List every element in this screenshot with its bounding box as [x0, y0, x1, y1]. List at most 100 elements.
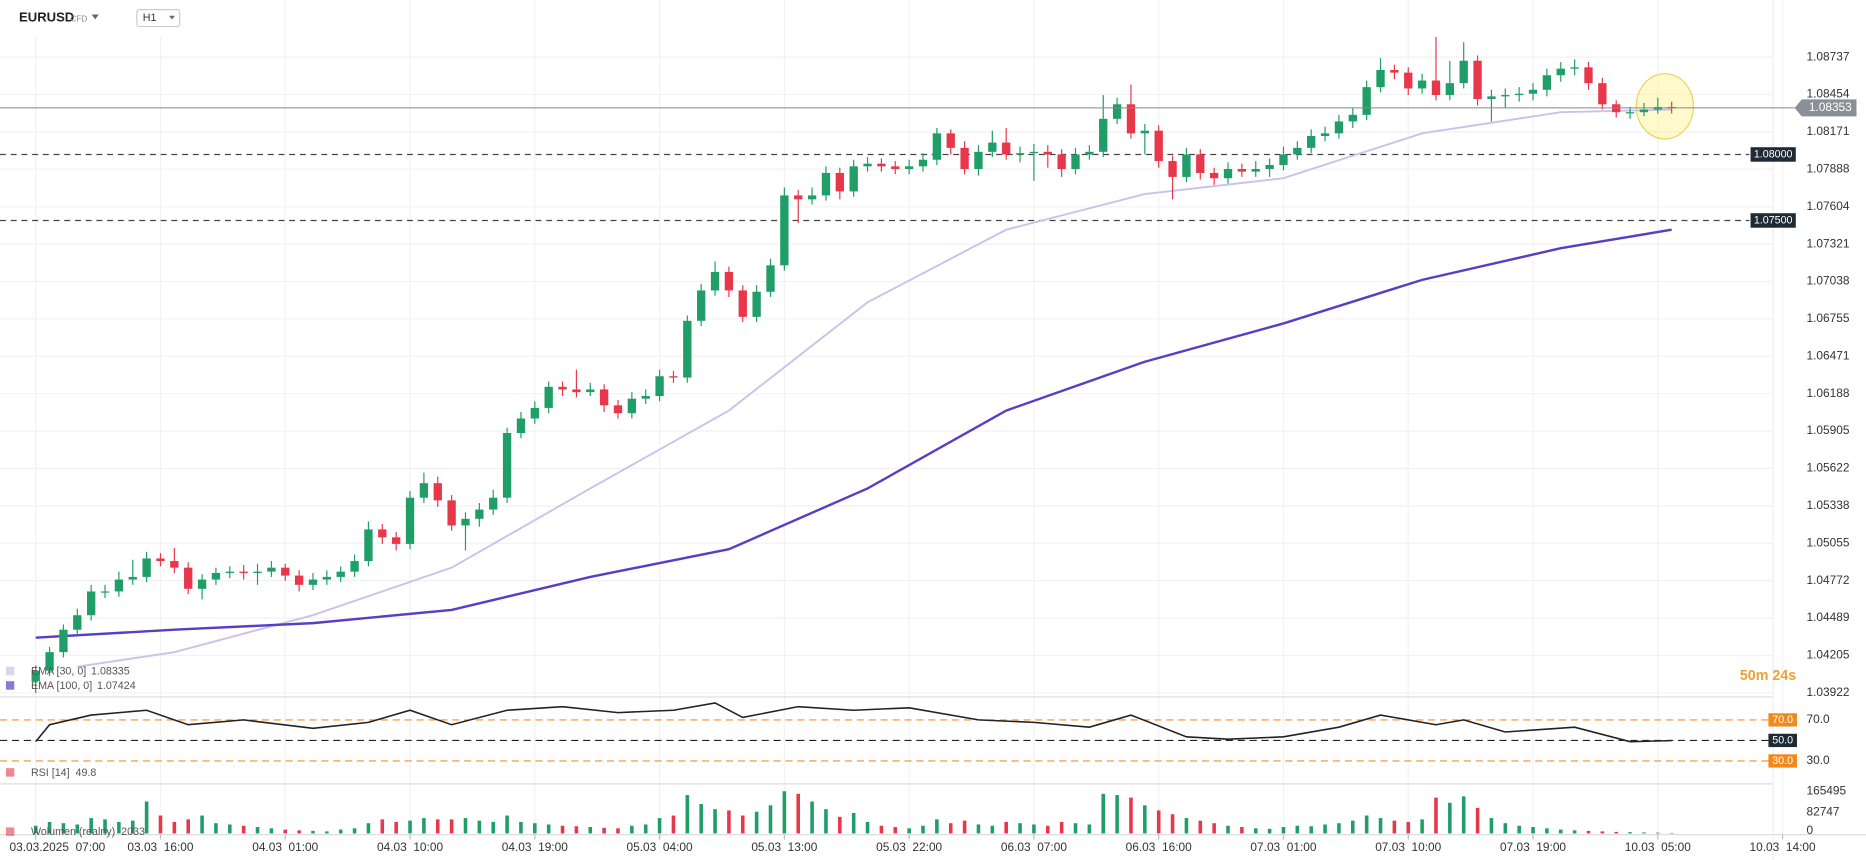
x-tick-label: 03.03.2025 07:00	[10, 840, 106, 854]
volume-bar	[962, 820, 967, 834]
volume-bar	[325, 831, 329, 834]
candle-body	[821, 172, 831, 196]
volume-bar	[1059, 821, 1064, 834]
volume-bar	[879, 825, 884, 834]
volume-bar	[1434, 797, 1438, 834]
dropdown-icon[interactable]	[91, 14, 99, 20]
volume-bar	[560, 825, 565, 834]
candle-body	[1140, 130, 1149, 134]
candle-body	[1348, 114, 1357, 122]
candle-body	[1307, 135, 1316, 148]
candle-body	[128, 576, 137, 580]
x-tick-label: 04.03 19:00	[502, 840, 568, 854]
symbol[interactable]: EURUSD	[19, 10, 74, 25]
timeframe-box[interactable]	[136, 9, 181, 28]
volume-bar	[1628, 832, 1632, 834]
candle-body	[530, 407, 539, 419]
candle-body	[1154, 130, 1163, 162]
x-tick-label: 04.03 01:00	[252, 840, 318, 854]
candle-body	[572, 389, 581, 393]
candle-body	[114, 579, 124, 592]
y-tick-label: 1.07604	[1806, 199, 1849, 213]
highlight	[1635, 73, 1695, 140]
volume-bar	[435, 819, 440, 834]
candle-body	[59, 629, 68, 653]
volume-bar	[103, 819, 107, 834]
volume-bar	[1475, 807, 1480, 834]
x-tick-label: 07.03 10:00	[1375, 840, 1441, 854]
volume-bar	[865, 821, 870, 834]
candle-body	[1265, 165, 1274, 169]
candle-body	[322, 576, 332, 580]
candle-body	[405, 497, 415, 544]
candle-body	[364, 529, 373, 562]
volume-bar	[533, 823, 537, 834]
legend-icon	[5, 827, 15, 836]
candle-body	[197, 579, 207, 589]
candle-body	[599, 389, 609, 406]
candle-body	[655, 376, 664, 397]
candle-body	[946, 133, 955, 148]
volume-bar	[380, 819, 385, 834]
candle-body	[1126, 104, 1136, 134]
volume-bar	[89, 818, 93, 834]
volume-bar	[1337, 823, 1341, 834]
ema-line	[35, 228, 1672, 639]
timeframe[interactable]: H1	[143, 12, 157, 24]
candle-body	[1639, 109, 1649, 113]
candle-body	[1196, 154, 1205, 173]
legend-name: EMA [30, 0]	[31, 665, 86, 677]
volume-tick-label: 82747	[1806, 804, 1839, 818]
candle-body	[267, 567, 276, 572]
volume-tick-label: 0	[1806, 823, 1813, 837]
volume-bar	[1364, 815, 1369, 834]
level-label: 1.07500	[1754, 214, 1793, 226]
candle-body	[73, 615, 82, 630]
volume-bar	[1600, 831, 1605, 834]
volume-bar	[630, 825, 634, 834]
candle-body	[766, 265, 775, 292]
volume-bar	[1448, 802, 1452, 834]
candle-body	[433, 483, 442, 501]
candle-body	[308, 579, 318, 585]
candle-body	[780, 195, 789, 266]
rsi-tick-label: 70.0	[1806, 712, 1829, 726]
candle-body	[419, 483, 429, 498]
dropdown-icon[interactable]	[168, 15, 175, 20]
volume-bar	[671, 815, 676, 834]
volume-bar	[1517, 825, 1521, 834]
volume-bar	[1018, 823, 1022, 834]
candle-body	[100, 591, 110, 593]
volume-bar	[1309, 826, 1313, 834]
candle-body	[1085, 151, 1094, 155]
x-tick-label: 10.03 05:00	[1625, 840, 1691, 854]
candle-body	[1320, 133, 1330, 136]
candle-body	[613, 405, 623, 414]
volume-bar	[1281, 827, 1286, 834]
legend-name: EMA [100, 0]	[31, 680, 92, 692]
volume-bar	[297, 830, 301, 834]
volume-bar	[311, 830, 315, 834]
candle-body	[1043, 151, 1052, 155]
x-tick-label: 05.03 22:00	[876, 840, 942, 854]
candle-body	[1417, 80, 1427, 89]
volume-bar	[1198, 820, 1203, 834]
candle-body	[1598, 83, 1607, 105]
badge: CFD	[70, 14, 87, 24]
volume-bar	[1115, 795, 1119, 834]
candle-body	[253, 571, 262, 573]
candle-body	[794, 195, 803, 200]
candle-body	[1625, 112, 1635, 114]
candle-body	[336, 571, 345, 577]
y-tick-label: 1.05055	[1806, 535, 1849, 549]
legend-value: 1.07424	[97, 680, 136, 692]
volume-bar	[1545, 828, 1549, 834]
volume-bar	[1170, 814, 1175, 834]
volume-bar	[1045, 825, 1050, 834]
volume-bar	[1004, 821, 1008, 834]
volume-bar	[1669, 832, 1674, 834]
volume-bar	[1295, 825, 1300, 834]
candle-body	[1223, 168, 1233, 179]
volume-bar	[519, 821, 523, 834]
candle-body	[974, 151, 983, 169]
